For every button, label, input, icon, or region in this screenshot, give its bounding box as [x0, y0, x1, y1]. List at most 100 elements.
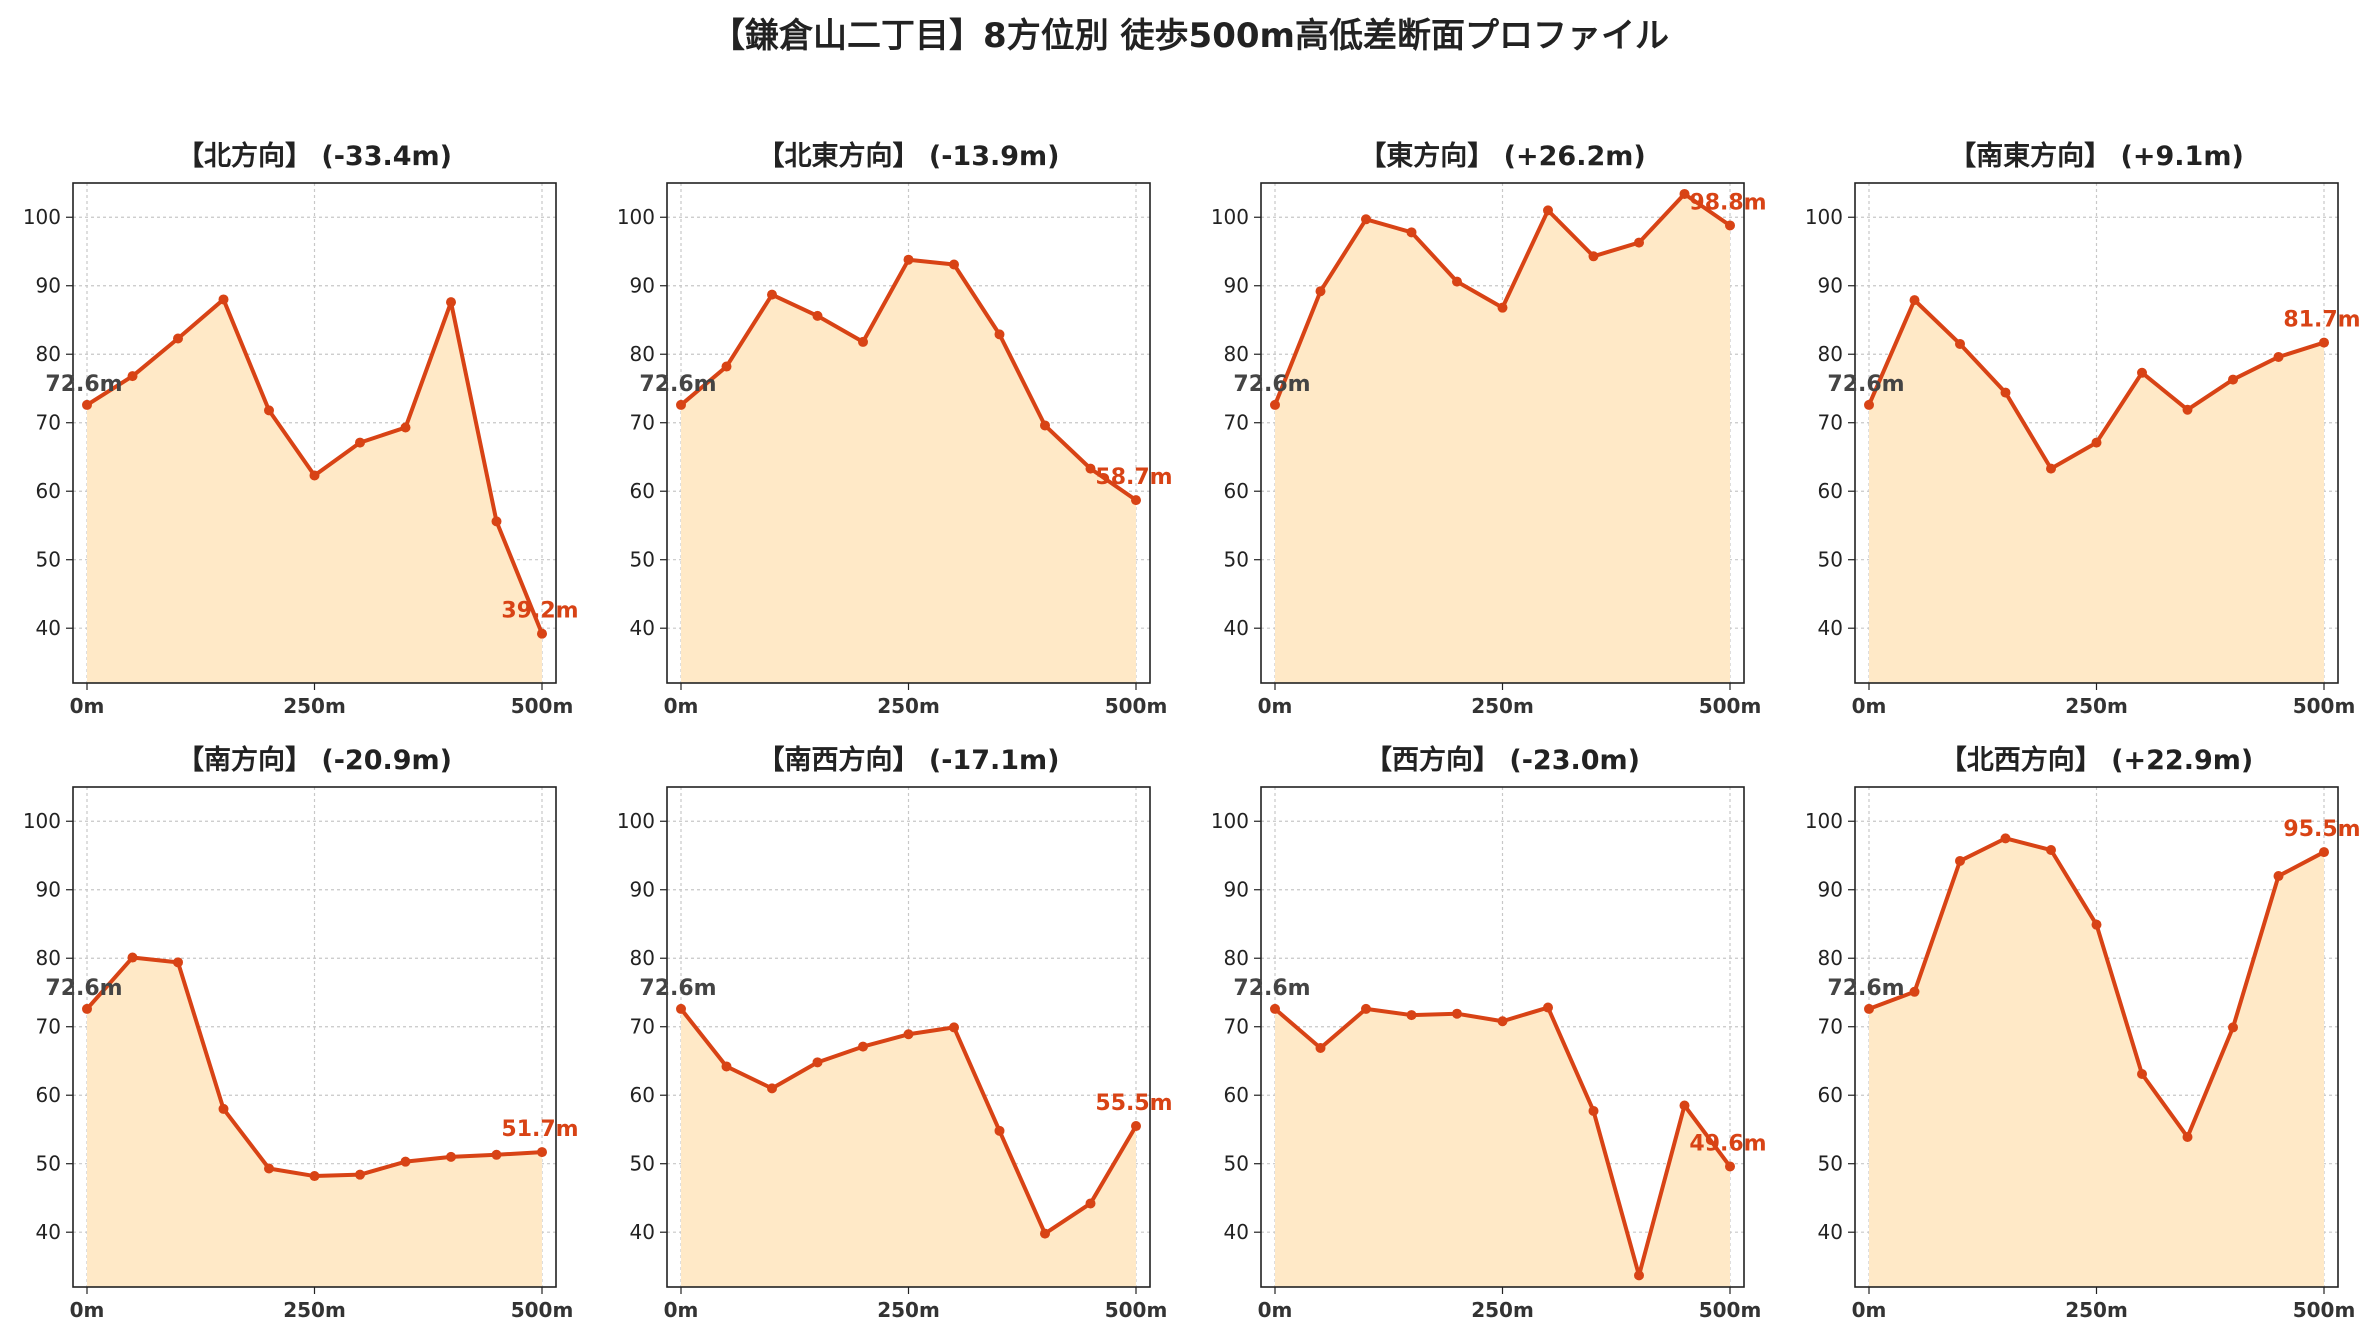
data-point [949, 1022, 959, 1033]
plot-frame [1260, 182, 1745, 684]
start-elevation-label: 72.6m [45, 372, 122, 397]
elevation-area [681, 1008, 1136, 1287]
y-tick-label: 60 [630, 1083, 655, 1107]
plot-frame [72, 182, 557, 684]
data-point [173, 333, 183, 344]
end-elevation-label: 51.7m [501, 1117, 578, 1142]
elevation-area [87, 957, 542, 1287]
end-elevation-label: 95.5m [2283, 817, 2360, 842]
data-point [1131, 495, 1141, 506]
y-tick-label: 60 [36, 1083, 61, 1107]
y-tick-label: 80 [630, 342, 655, 366]
x-tick-label: 500m [1699, 1298, 1762, 1322]
x-tick-label: 0m [664, 1298, 699, 1322]
chart-panel-6: 【南西方向】 (-17.1m) 40 50 60 70 80 90 100 0m 250m 500m… [617, 744, 1173, 1322]
y-tick-label: 60 [630, 479, 655, 503]
elevation-area [1275, 1007, 1730, 1287]
data-point [264, 405, 274, 416]
x-tick-label: 500m [1105, 1298, 1168, 1322]
y-tick-label: 70 [1224, 411, 1249, 435]
y-tick-label: 100 [23, 205, 61, 229]
data-point [2273, 871, 2284, 882]
data-point [1315, 1042, 1326, 1053]
y-tick-label: 90 [1224, 274, 1249, 298]
y-tick-label: 50 [36, 548, 61, 572]
x-tick-label: 0m [1852, 694, 1887, 718]
y-tick-label: 90 [630, 274, 655, 298]
x-tick-label: 500m [2293, 1298, 2356, 1322]
x-tick-label: 0m [70, 1298, 105, 1322]
data-point [1131, 1121, 1141, 1132]
y-tick-label: 40 [1224, 1220, 1249, 1244]
data-point [264, 1163, 274, 1174]
end-elevation-label: 49.6m [1689, 1131, 1766, 1156]
panel-title: 【北方向】 (-33.4m) [177, 140, 452, 172]
plot-frame [72, 786, 557, 1288]
x-tick-label: 0m [664, 694, 699, 718]
data-point [355, 1169, 365, 1180]
data-point [537, 1147, 547, 1158]
y-tick-label: 80 [36, 946, 61, 970]
y-tick-label: 90 [1818, 274, 1843, 298]
y-tick-label: 80 [1818, 342, 1843, 366]
data-point [2228, 374, 2238, 385]
data-point [1361, 214, 1371, 225]
y-tick-label: 60 [36, 479, 61, 503]
data-point [309, 1171, 320, 1182]
y-tick-label: 80 [630, 946, 655, 970]
data-point [1085, 1198, 1096, 1209]
plot-frame [666, 182, 1151, 684]
y-tick-label: 50 [1224, 1152, 1249, 1176]
end-elevation-label: 55.5m [1095, 1091, 1172, 1116]
data-point [309, 470, 320, 481]
data-point [949, 259, 959, 270]
data-point [2046, 463, 2056, 474]
y-tick-label: 100 [617, 205, 655, 229]
elevation-area [87, 299, 542, 683]
data-point [812, 310, 823, 321]
data-point [1085, 463, 1096, 474]
data-point [2137, 367, 2147, 378]
data-point [2046, 845, 2056, 856]
x-tick-label: 500m [1699, 694, 1762, 718]
data-point [903, 254, 914, 265]
panel-title: 【西方向】 (-23.0m) [1365, 744, 1640, 776]
y-tick-label: 90 [36, 878, 61, 902]
chart-panel-2: 【北東方向】 (-13.9m) 40 50 60 70 80 90 100 0m 250m 500m… [617, 140, 1173, 718]
data-point [1270, 1003, 1280, 1014]
y-tick-label: 80 [36, 342, 61, 366]
y-tick-label: 50 [36, 1152, 61, 1176]
data-point [1452, 276, 1462, 287]
data-point [491, 1149, 502, 1160]
data-point [1955, 855, 1965, 866]
x-tick-label: 0m [1258, 694, 1293, 718]
start-elevation-label: 72.6m [45, 976, 122, 1001]
data-point [994, 1125, 1005, 1136]
data-point [1588, 251, 1599, 262]
data-point [1497, 302, 1508, 313]
plot-frame [1260, 786, 1745, 1288]
data-point [676, 1003, 686, 1014]
data-point [1864, 1003, 1874, 1014]
data-point [1361, 1003, 1371, 1014]
y-tick-label: 70 [1224, 1015, 1249, 1039]
x-tick-label: 0m [1258, 1298, 1293, 1322]
data-point [82, 399, 92, 410]
y-tick-label: 80 [1224, 946, 1249, 970]
plot-frame [1854, 786, 2339, 1288]
y-tick-label: 70 [36, 1015, 61, 1039]
chart-panel-4: 【南東方向】 (+9.1m) 40 50 60 70 80 90 100 0m 250m 500m 7… [1805, 140, 2361, 718]
x-tick-label: 250m [1471, 694, 1534, 718]
end-elevation-label: 98.8m [1689, 190, 1766, 215]
data-point [721, 361, 732, 372]
data-point [1270, 399, 1280, 410]
start-elevation-label: 72.6m [1827, 372, 1904, 397]
panel-title: 【東方向】 (+26.2m) [1359, 140, 1645, 172]
data-point [446, 1151, 456, 1162]
y-tick-label: 40 [630, 1220, 655, 1244]
data-point [721, 1061, 732, 1072]
data-point [1725, 1161, 1735, 1172]
y-tick-label: 60 [1818, 1083, 1843, 1107]
data-point [767, 289, 777, 300]
